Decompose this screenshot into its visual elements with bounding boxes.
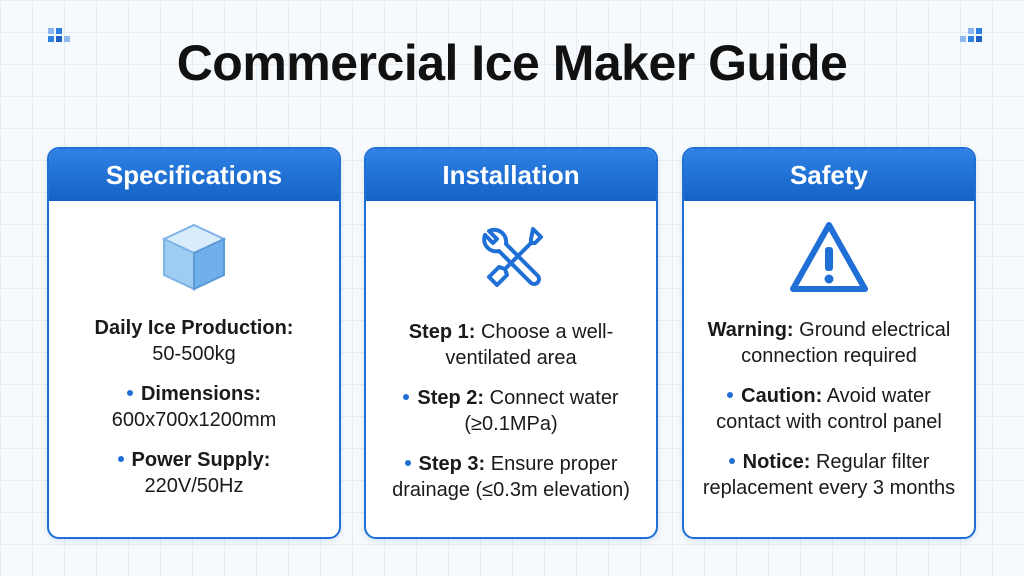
tools-icon <box>482 227 543 287</box>
card-title: Safety <box>684 149 974 201</box>
card-title: Specifications <box>49 149 339 201</box>
item: Dimensions: 600x700x1200mm <box>63 381 325 433</box>
item-text: Ensure proper drainage (≤0.3m elevation) <box>392 453 630 501</box>
item-label: Step 3: <box>405 453 486 475</box>
item-text: 220V/50Hz <box>144 475 244 497</box>
item-text: 50-500kg <box>152 343 236 365</box>
card: Installation Step 1: Choose a well-venti… <box>364 147 658 539</box>
item: Step 3: Ensure proper drainage (≤0.3m el… <box>380 451 642 503</box>
item-label: Dimensions: <box>127 383 261 405</box>
item-text: Regular filter replacement every 3 month… <box>702 451 956 499</box>
item-label: Warning: <box>707 319 794 341</box>
item-label: Caution: <box>727 385 822 407</box>
decoration <box>960 28 982 42</box>
item-text: Avoid water contact with control panel <box>716 385 942 433</box>
item: Caution: Avoid water contact with contro… <box>698 383 960 435</box>
item-label: Power Supply: <box>118 449 271 471</box>
ice-icon <box>161 223 227 291</box>
title: Commercial Ice Maker Guide <box>176 35 848 91</box>
item: Step 1: Choose a well-ventilated area <box>380 319 642 371</box>
card: Safety Warning: Ground electrical connec… <box>682 147 976 539</box>
item: Notice: Regular filter replacement every… <box>698 449 960 501</box>
item-label: Daily Ice Production: <box>94 317 294 339</box>
item: Step 2: Connect water (≥0.1MPa) <box>380 385 642 437</box>
item-label: Notice: <box>729 451 811 473</box>
item-text: Ground electrical connection required <box>741 319 951 367</box>
item: Daily Ice Production: 50-500kg <box>63 315 325 367</box>
item: Power Supply: 220V/50Hz <box>63 447 325 499</box>
decoration <box>48 28 70 42</box>
card: Specifications Daily Ice Production: 50-… <box>47 147 341 539</box>
item-text: Connect water (≥0.1MPa) <box>464 387 619 435</box>
item-label: Step 2: <box>403 387 484 409</box>
item-label: Step 1: <box>408 321 476 343</box>
warning-icon <box>790 222 868 292</box>
item-text: Choose a well-ventilated area <box>445 321 614 369</box>
item-text: 600x700x1200mm <box>111 409 277 431</box>
card-title: Installation <box>366 149 656 201</box>
item: Warning: Ground electrical connection re… <box>698 317 960 369</box>
